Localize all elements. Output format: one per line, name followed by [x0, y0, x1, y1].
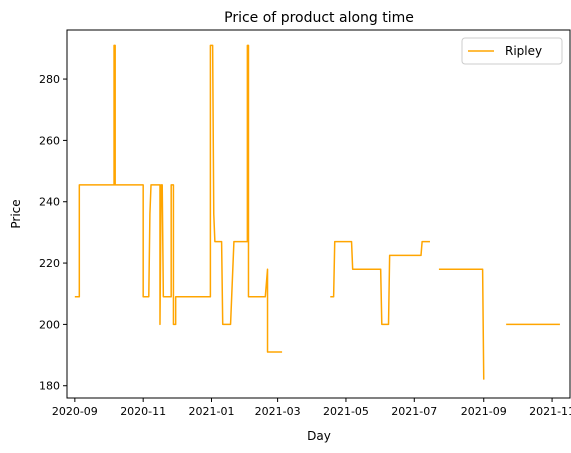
y-tick-label: 220 — [39, 257, 60, 270]
legend-label-ripley: Ripley — [505, 44, 542, 58]
x-tick-label: 2021-01 — [189, 405, 235, 418]
x-tick-label: 2021-07 — [391, 405, 437, 418]
x-axis: 2020-09 2020-11 2021-01 2021-03 2021-05 2021-… — [52, 398, 571, 418]
series-line-segment — [330, 240, 430, 326]
y-axis: 180 200 220 240 260 280 — [39, 73, 67, 393]
y-tick-label: 240 — [39, 196, 60, 209]
x-tick-label: 2020-11 — [120, 405, 166, 418]
legend-box — [461, 37, 563, 65]
y-axis-title: Price — [9, 199, 23, 228]
x-tick-label: 2021-03 — [255, 405, 301, 418]
y-tick-label: 200 — [39, 318, 60, 331]
plot-frame — [66, 29, 571, 399]
x-tick-label: 2021-11 — [529, 405, 571, 418]
series-line-segment — [438, 268, 485, 380]
series-layer — [74, 44, 560, 380]
series-line-segment — [74, 44, 283, 353]
y-tick-label: 280 — [39, 73, 60, 86]
y-tick-label: 180 — [39, 380, 60, 393]
x-tick-label: 2021-05 — [323, 405, 369, 418]
x-tick-label: 2021-09 — [461, 405, 507, 418]
x-tick-label: 2020-09 — [52, 405, 98, 418]
chart-title: Price of product along time — [224, 10, 414, 26]
legend: Ripley — [461, 37, 563, 65]
x-axis-title: Day — [307, 429, 331, 443]
y-tick-label: 260 — [39, 134, 60, 147]
